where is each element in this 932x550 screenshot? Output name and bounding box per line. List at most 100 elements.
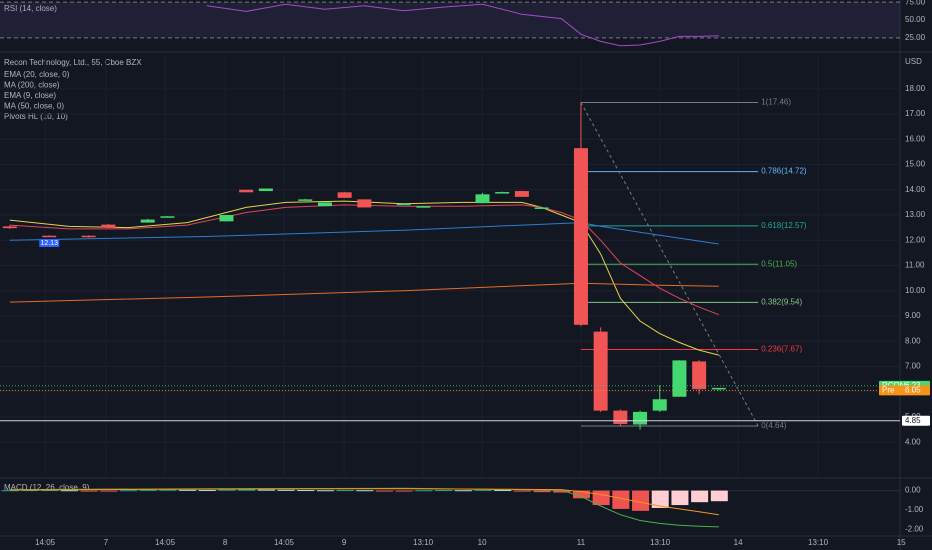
price-tag bbox=[879, 385, 930, 396]
x-tick-label: 8 bbox=[223, 538, 228, 547]
x-tick-label: 14 bbox=[734, 538, 743, 547]
histogram-bar bbox=[80, 490, 98, 492]
rsi-title: RSI (14, close) bbox=[4, 4, 57, 13]
candle-body bbox=[514, 191, 529, 197]
fib-label: 0(4.64) bbox=[761, 421, 787, 430]
y-tick-label: 10.00 bbox=[905, 286, 926, 295]
histogram-bar bbox=[41, 490, 59, 492]
histogram-bar bbox=[336, 490, 354, 492]
histogram-bar bbox=[238, 489, 256, 491]
fib-label: 0.5(11.05) bbox=[761, 259, 797, 268]
candle-body bbox=[258, 188, 273, 192]
candle-body bbox=[593, 331, 608, 411]
histogram-bar bbox=[612, 490, 630, 509]
candle-body bbox=[692, 361, 707, 390]
histogram-bar bbox=[710, 490, 728, 502]
legend-entry: EMA (20, close, 0) bbox=[4, 70, 70, 79]
legend-entry: MA (50, close, 0) bbox=[4, 102, 64, 111]
histogram-bar bbox=[691, 490, 709, 503]
histogram-bar bbox=[198, 490, 216, 492]
histogram-bar bbox=[533, 490, 551, 493]
histogram-bar bbox=[651, 490, 669, 508]
x-tick-label: 14:05 bbox=[155, 538, 176, 547]
legend-entry: EMA (9, close) bbox=[4, 91, 56, 100]
candle-body bbox=[613, 410, 628, 425]
y-tick-label: 7.00 bbox=[905, 362, 921, 371]
legend-entry: MA (200, close) bbox=[4, 81, 60, 90]
histogram-bar bbox=[474, 489, 492, 491]
histogram-bar bbox=[435, 490, 453, 492]
candle-body bbox=[219, 215, 234, 222]
x-tick-label: 10 bbox=[478, 538, 487, 547]
candle-body bbox=[81, 235, 96, 238]
candle-body bbox=[239, 189, 254, 193]
price-tag-name: Pre bbox=[882, 386, 895, 395]
indicator-line bbox=[9, 204, 719, 316]
fib-label: 0.382(9.54) bbox=[761, 297, 802, 306]
x-tick-label: 14:05 bbox=[35, 538, 56, 547]
y-tick-label: 0.00 bbox=[905, 486, 921, 495]
rsi-band bbox=[0, 2, 900, 38]
x-tick-label: 15 bbox=[897, 538, 906, 547]
y-tick-label: 12.00 bbox=[905, 235, 926, 244]
x-tick-label: 7 bbox=[104, 538, 109, 547]
candle-body bbox=[672, 360, 687, 397]
y-tick-label: 25.00 bbox=[905, 33, 926, 42]
histogram-bar bbox=[1, 490, 19, 492]
x-tick-label: 13:10 bbox=[808, 538, 829, 547]
histogram-bar bbox=[415, 490, 433, 492]
histogram-bar bbox=[277, 489, 295, 491]
symbol-title: Recon Technology, Ltd., 55, Cboe BZX bbox=[4, 58, 142, 67]
currency: USD bbox=[905, 57, 922, 66]
candle-body bbox=[495, 192, 510, 194]
indicator-line bbox=[9, 200, 719, 356]
fib-trend bbox=[580, 102, 759, 427]
x-tick-label: 13:10 bbox=[413, 538, 434, 547]
histogram-bar bbox=[60, 490, 78, 492]
histogram-bar bbox=[494, 490, 512, 492]
candle-body bbox=[160, 216, 175, 218]
candle-body bbox=[357, 199, 372, 208]
histogram-bar bbox=[632, 490, 650, 511]
histogram-bar bbox=[120, 490, 138, 492]
candle-body bbox=[573, 148, 588, 325]
y-tick-label: 8.00 bbox=[905, 336, 921, 345]
fib-label: 0.618(12.57) bbox=[761, 221, 807, 230]
y-tick-label: -2.00 bbox=[905, 524, 924, 533]
x-tick-label: 9 bbox=[342, 538, 347, 547]
y-tick-label: 17.00 bbox=[905, 109, 926, 118]
candle-body bbox=[416, 206, 431, 208]
y-tick-label: 75.00 bbox=[905, 0, 926, 6]
y-tick-label: 11.00 bbox=[905, 261, 925, 270]
histogram-bar bbox=[257, 489, 275, 491]
candle-body bbox=[652, 399, 667, 411]
histogram-bar bbox=[454, 490, 472, 492]
x-tick-label: 11 bbox=[577, 538, 586, 547]
candle-body bbox=[337, 192, 352, 198]
histogram-bar bbox=[179, 489, 197, 491]
histogram-bar bbox=[513, 490, 531, 492]
y-tick-label: 15.00 bbox=[905, 160, 926, 169]
x-tick-label: 13:10 bbox=[650, 538, 671, 547]
y-tick-label: 9.00 bbox=[905, 311, 921, 320]
histogram-bar bbox=[395, 490, 413, 492]
candle-body bbox=[298, 199, 313, 201]
y-tick-label: 50.00 bbox=[905, 15, 926, 24]
histogram-bar bbox=[572, 490, 590, 499]
x-tick-label: 14:05 bbox=[274, 538, 295, 547]
histogram-bar bbox=[356, 490, 374, 492]
y-tick-label: 16.00 bbox=[905, 134, 926, 143]
price-tag-value: 4.85 bbox=[905, 416, 921, 425]
price-tag bbox=[902, 415, 930, 426]
indicator-line bbox=[9, 488, 719, 516]
fib-label: 1(17.46) bbox=[761, 98, 791, 107]
price-tag-value: 6.05 bbox=[905, 386, 921, 395]
histogram-bar bbox=[159, 489, 177, 491]
macd-title: MACD (12, 26, close, 9) bbox=[4, 483, 90, 492]
histogram-bar bbox=[316, 490, 334, 492]
histogram-bar bbox=[21, 490, 39, 492]
pivot-box bbox=[39, 238, 60, 247]
